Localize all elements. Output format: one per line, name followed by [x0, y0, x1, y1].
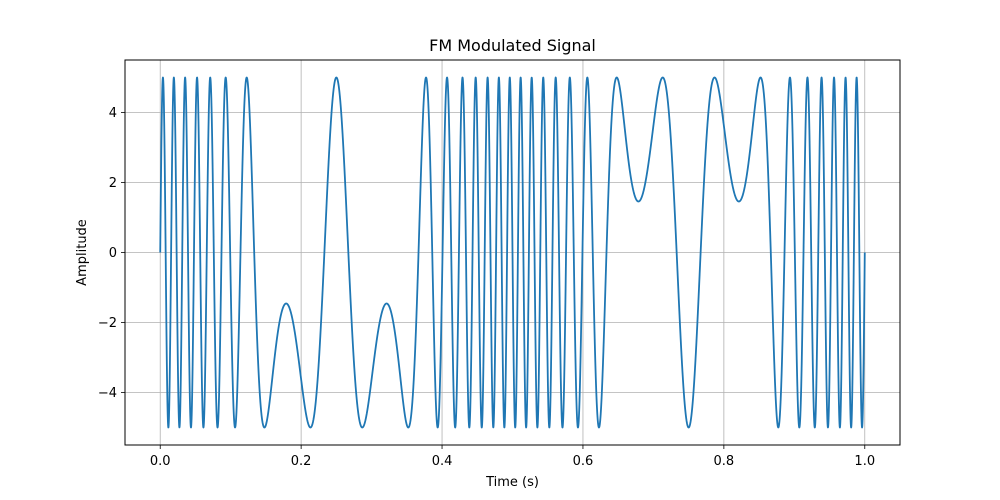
y-tick-label: −2 — [98, 316, 117, 331]
y-tick-label: −4 — [98, 386, 117, 401]
x-tick-label: 0.4 — [432, 454, 453, 469]
y-tick-label: 0 — [109, 246, 117, 261]
x-axis-label: Time (s) — [485, 475, 539, 490]
ticks: 0.0 0.2 0.4 0.6 0.8 1.0 −4 −2 0 2 4 — [98, 106, 875, 469]
y-axis-label: Amplitude — [75, 219, 90, 286]
x-tick-label: 0.6 — [573, 454, 594, 469]
series-line — [159, 76, 866, 429]
plot-area — [159, 76, 866, 429]
chart-title: FM Modulated Signal — [429, 36, 596, 55]
x-tick-label: 1.0 — [854, 454, 875, 469]
y-tick-label: 4 — [109, 106, 117, 121]
x-tick-label: 0.0 — [150, 454, 171, 469]
x-tick-label: 0.2 — [291, 454, 312, 469]
x-tick-label: 0.8 — [714, 454, 735, 469]
y-tick-label: 2 — [109, 176, 117, 191]
